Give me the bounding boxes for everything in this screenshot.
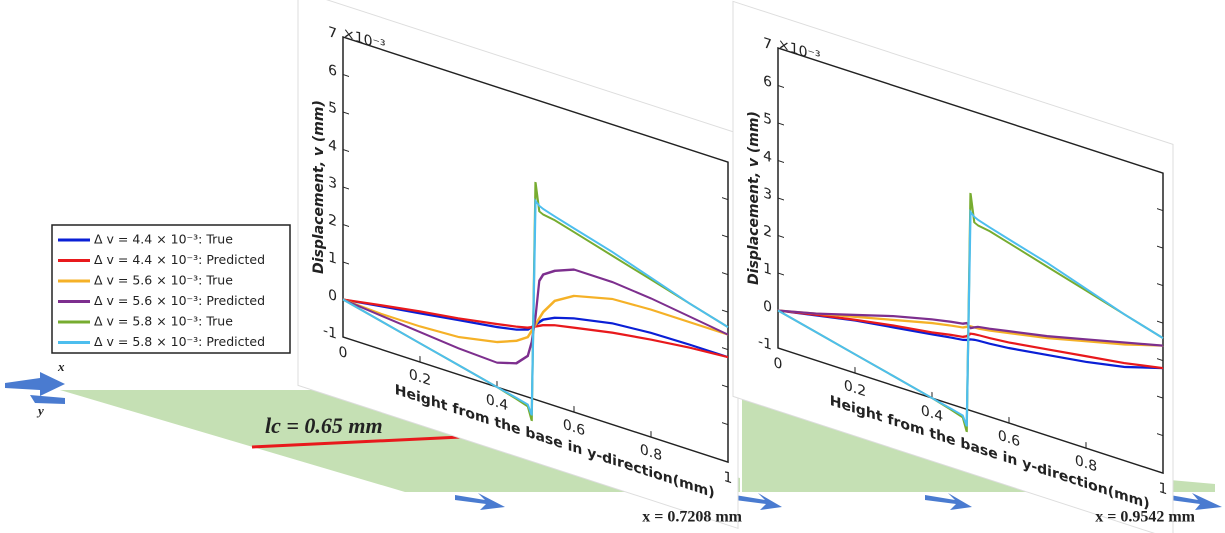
x-tick-label: 0: [774, 355, 783, 373]
x-tick-label: 0.8: [640, 442, 662, 465]
y-tick: [778, 122, 784, 126]
axis-name: x: [57, 359, 65, 374]
crack-label: lc = 0.65 mm: [265, 413, 383, 438]
y-tick: [1157, 208, 1163, 212]
y-tick-label: 7: [328, 24, 337, 42]
y-tick: [722, 309, 728, 313]
section-label: x = 0.7208 mm: [642, 509, 742, 526]
legend-label: Δ v = 5.8 × 10⁻³: Predicted: [94, 334, 265, 349]
arrows: [5, 372, 1222, 510]
y-tick: [778, 197, 784, 201]
y-tick: [343, 111, 349, 115]
y-tick: [343, 224, 349, 227]
y-tick: [778, 47, 784, 51]
y-tick: [778, 85, 784, 88]
y-tick-label: 6: [763, 73, 772, 91]
series-line: [777, 309, 1164, 347]
y-tick: [343, 74, 349, 77]
y-tick: [1157, 395, 1163, 399]
panel: [732, 0, 1174, 533]
y-tick: [343, 186, 349, 190]
y-tick: [1157, 283, 1163, 287]
legend-box: [51, 224, 291, 354]
y-tick-label: 0: [328, 287, 337, 305]
y-axis-label: Displacement, v (mm): [311, 100, 327, 274]
y-axis-label: Displacement, v (mm): [746, 111, 762, 285]
y-tick: [1157, 320, 1163, 324]
y-tick: [778, 160, 784, 163]
plane: [1170, 480, 1215, 492]
x-tick-label: 0.2: [844, 378, 866, 401]
y-tick-label: 1: [328, 249, 337, 267]
y-tick-label: -1: [758, 334, 772, 354]
y-tick-label: 1: [763, 260, 772, 278]
y-tick: [1157, 358, 1163, 362]
y-tick: [1157, 433, 1163, 437]
y-tick-label: 2: [763, 223, 772, 241]
section-label: x = 0.9542 mm: [1095, 509, 1195, 526]
x-tick-label: 0.8: [1075, 453, 1097, 476]
series-line: [342, 197, 729, 416]
y-tick: [722, 422, 728, 426]
arrow: [30, 395, 65, 404]
series-line: [777, 309, 1164, 370]
y-tick: [1157, 245, 1163, 249]
y-tick: [343, 336, 349, 340]
arrow: [455, 493, 505, 510]
y-tick: [778, 235, 784, 238]
arrow: [5, 372, 65, 396]
y-tick: [343, 149, 349, 152]
x-tick-label: 1: [724, 469, 733, 487]
series-line: [342, 268, 729, 365]
y-tick: [722, 272, 728, 276]
x-tick-label: 0.6: [563, 417, 585, 440]
legend-label: Δ v = 4.4 × 10⁻³: True: [94, 232, 233, 247]
x-tick-label: 0.4: [486, 392, 508, 415]
y-tick-label: 4: [328, 137, 337, 155]
y-tick: [722, 159, 728, 163]
legend: Δ v = 4.4 × 10⁻³: True Δ v = 4.4 × 10⁻³: …: [51, 224, 291, 354]
y-tick-label: 4: [763, 148, 772, 166]
y-tick: [722, 384, 728, 388]
x-tick-label: 0.6: [998, 428, 1020, 451]
series-line: [777, 208, 1164, 427]
y-tick: [1157, 470, 1163, 474]
y-tick: [343, 261, 349, 265]
y-tick: [778, 347, 784, 351]
legend-label: Δ v = 5.6 × 10⁻³: True: [94, 273, 233, 288]
x-tick-label: 0.2: [409, 367, 431, 390]
y-tick: [1157, 170, 1163, 174]
x-tick-label: 0.4: [921, 403, 943, 426]
y-tick-label: 6: [328, 62, 337, 80]
y-tick-label: 5: [328, 99, 337, 117]
axis-name: y: [36, 403, 44, 418]
legend-label: Δ v = 5.6 × 10⁻³: Predicted: [94, 293, 265, 308]
legend-label: Δ v = 4.4 × 10⁻³: Predicted: [94, 252, 265, 267]
y-tick: [722, 459, 728, 463]
y-tick: [343, 36, 349, 40]
arrow: [735, 493, 782, 510]
x-tick-label: 0: [339, 344, 348, 362]
series-line: [777, 309, 1164, 347]
y-tick: [778, 272, 784, 276]
y-tick-label: 7: [763, 35, 772, 53]
y-tick: [722, 197, 728, 201]
y-tick: [722, 234, 728, 238]
crack: [251, 434, 483, 449]
series-line: [777, 309, 1164, 370]
y-tick-label: 5: [763, 110, 772, 128]
y-tick-label: 0: [763, 298, 772, 316]
y-tick-label: 3: [763, 185, 772, 203]
y-tick: [722, 347, 728, 351]
y-tick-label: -1: [323, 323, 337, 343]
y-tick-label: 2: [328, 212, 337, 230]
arrow: [1170, 493, 1222, 510]
y-tick-label: 3: [328, 174, 337, 192]
legend-label: Δ v = 5.8 × 10⁻³: True: [94, 314, 233, 329]
arrow: [925, 493, 972, 510]
x-tick-label: 1: [1159, 480, 1168, 498]
